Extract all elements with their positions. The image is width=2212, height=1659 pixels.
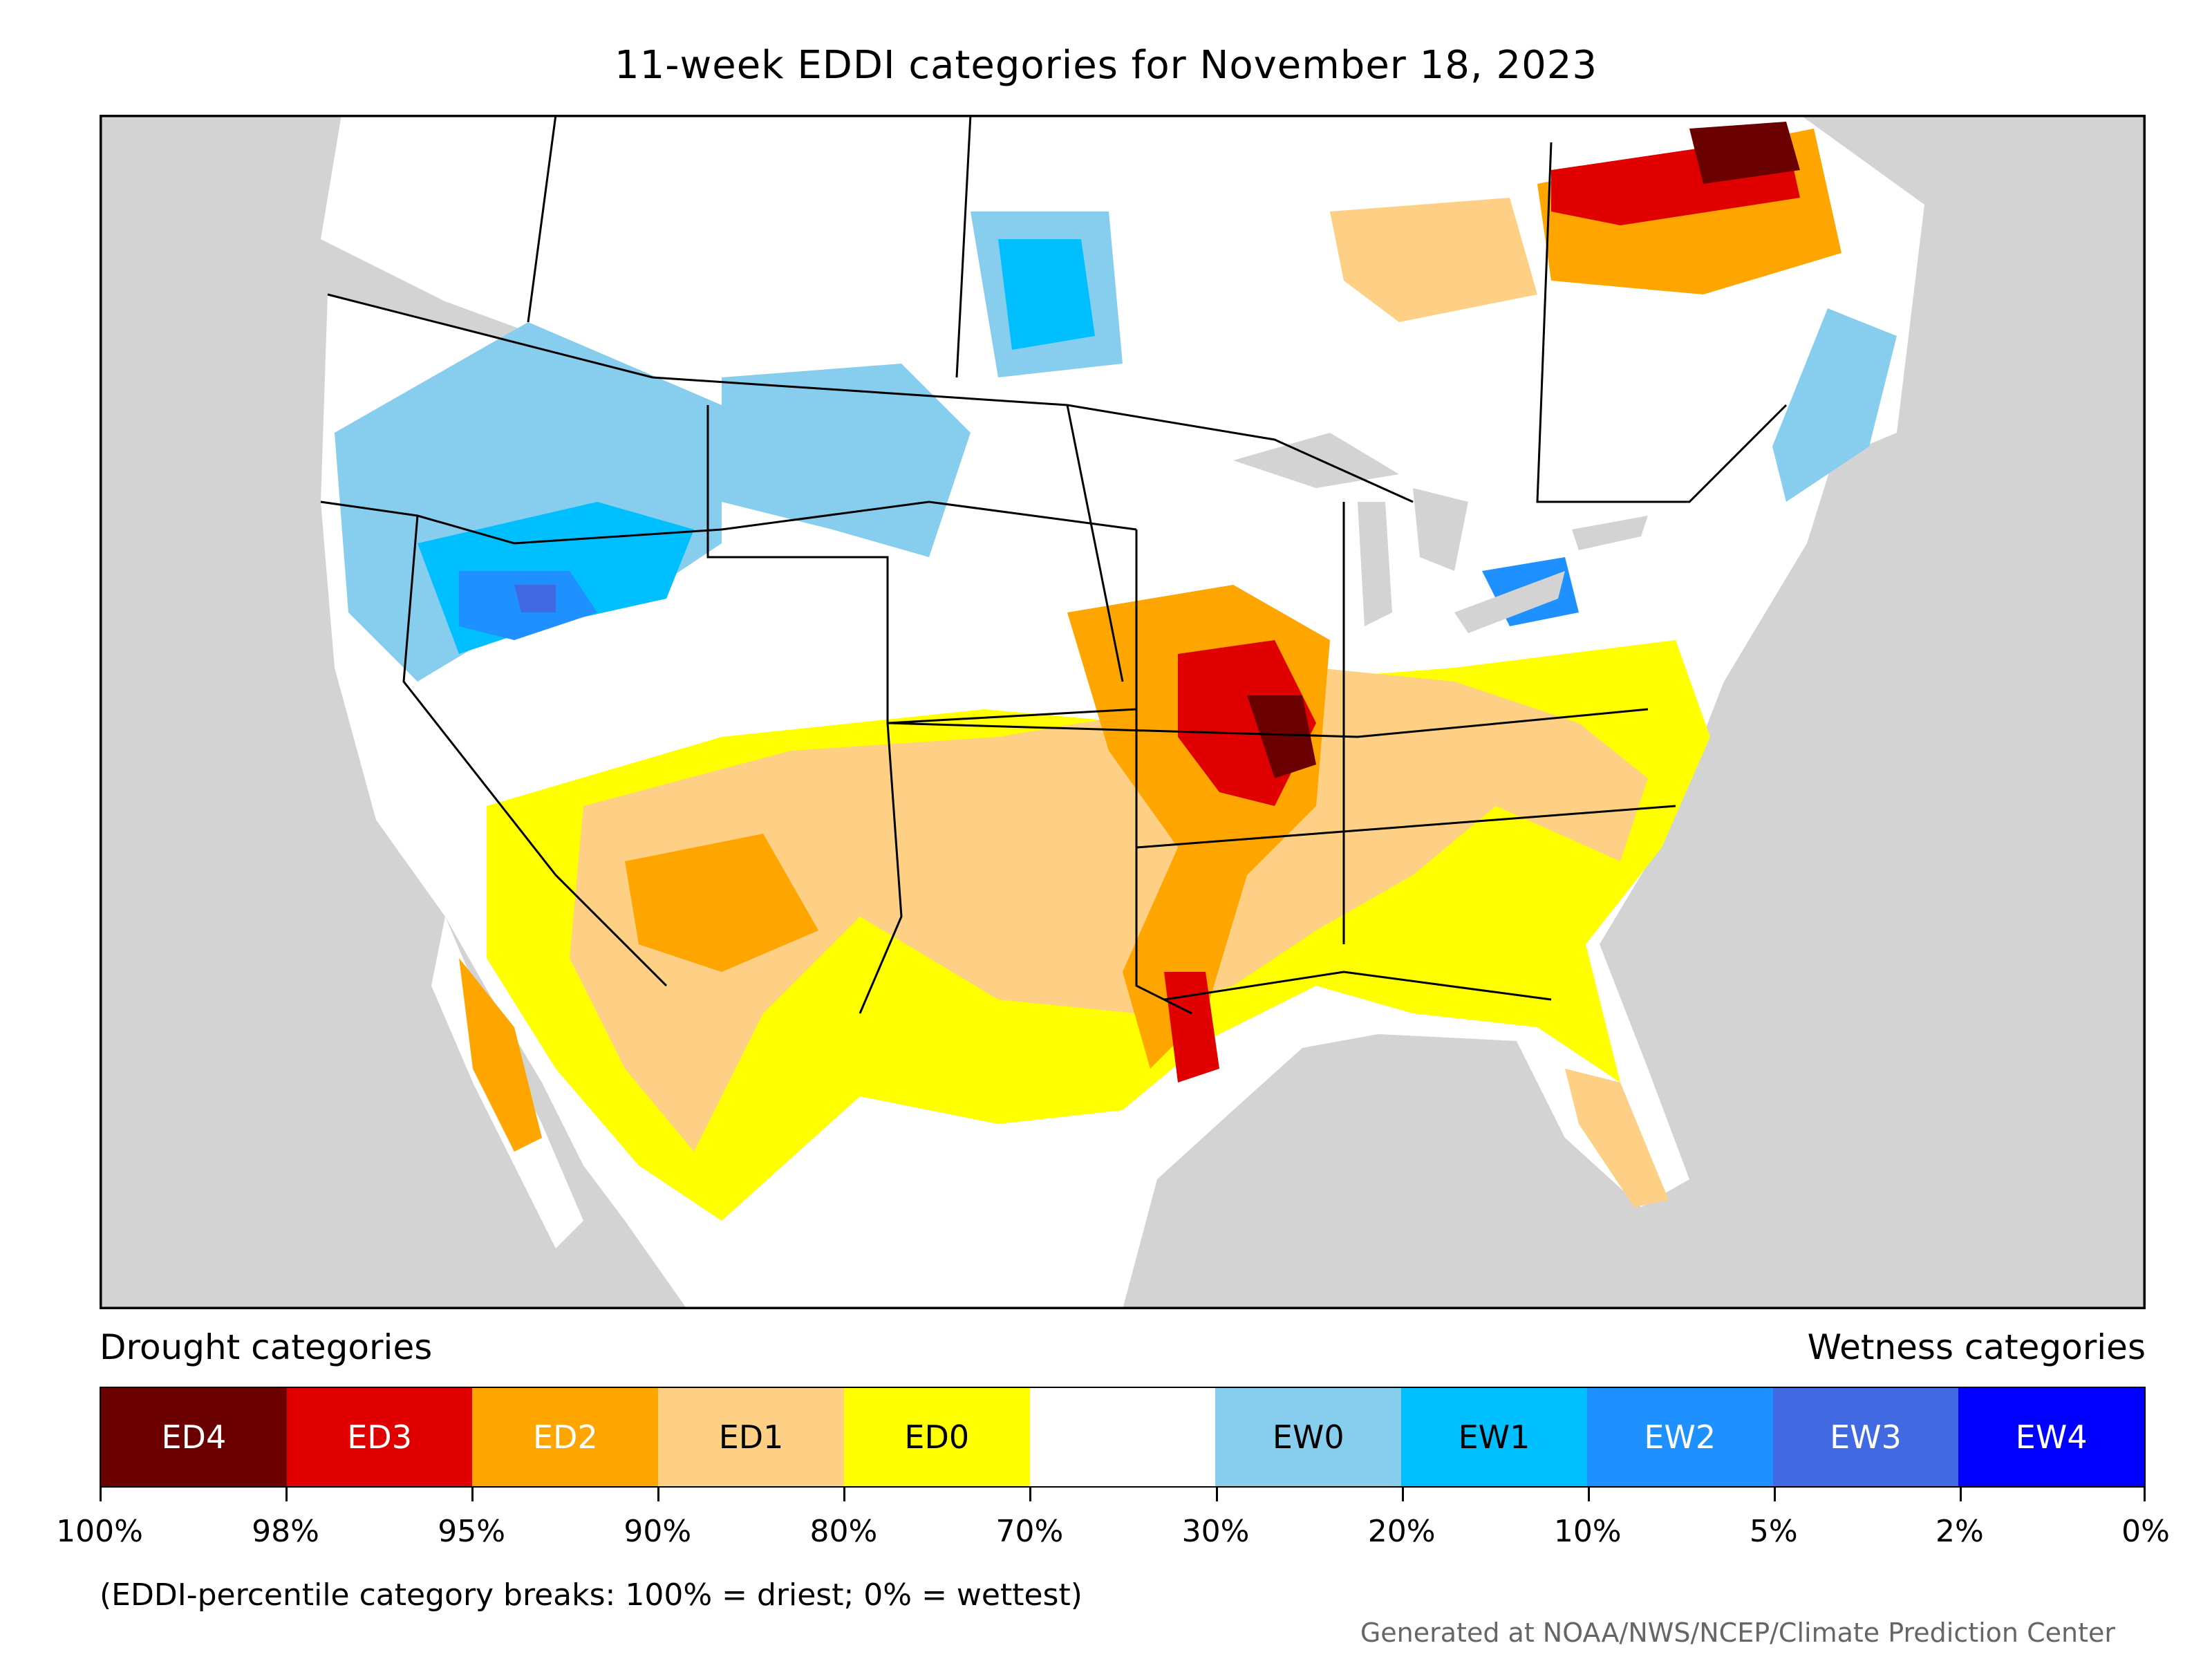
wet-region-manitoba-core [998,239,1095,350]
lake-erie [1454,571,1565,633]
legend-tick [100,1488,102,1501]
legend-tick [1959,1488,1962,1501]
eddi-map [100,115,2146,1309]
drought-heading: Drought categories [100,1327,433,1367]
legend-tick-label: 70% [995,1514,1064,1549]
legend-tick [1401,1488,1404,1501]
legend-tick [471,1488,474,1501]
legend-tick-label: 90% [624,1514,692,1549]
lake-ontario [1572,516,1648,550]
legend-swatch-ed3: ED3 [286,1388,473,1486]
wet-region-core [514,585,556,612]
legend-tick [843,1488,846,1501]
legend-ticks [100,1488,2146,1504]
legend-tick-label: 10% [1553,1514,1622,1549]
legend-swatch-ew1: EW1 [1401,1388,1587,1486]
drought-ed1-ontario [1330,198,1537,322]
drought-ed1-region [570,668,1648,1152]
drought-ed2-southwest [625,834,818,972]
legend-tick-label: 5% [1749,1514,1798,1549]
legend-tick [285,1488,288,1501]
legend-swatch-ed2: ED2 [472,1388,659,1486]
legend-tick [1773,1488,1776,1501]
lake-superior [1233,433,1399,488]
legend-tick-label: 20% [1367,1514,1436,1549]
legend-swatch-ew0: EW0 [1215,1388,1402,1486]
drought-ed2-baja [459,958,542,1152]
legend-tick [1215,1488,1218,1501]
drought-ed4-quebec [1689,122,1800,184]
drought-ed3-mississippi [1164,972,1219,1082]
legend-note: (EDDI-percentile category breaks: 100% =… [100,1577,1082,1613]
legend-tick-label: 80% [809,1514,878,1549]
map-frame [100,115,2146,1309]
legend-tick [657,1488,660,1501]
legend-tick [1029,1488,1032,1501]
legend-tick-label: 98% [252,1514,319,1549]
legend-tick-label: 2% [1936,1514,1984,1549]
legend-tick-label: 100% [56,1514,143,1549]
credit-text: Generated at NOAA/NWS/NCEP/Climate Predi… [1360,1618,2115,1648]
legend-swatch-ew3: EW3 [1772,1388,1959,1486]
legend-swatch-ed1: ED1 [658,1388,844,1486]
legend-swatch-ed4: ED4 [101,1388,287,1486]
legend-tick-label: 0% [2121,1514,2170,1549]
state-borders [320,115,1788,1015]
lake-huron [1413,488,1468,571]
wet-region-montana [722,364,971,557]
drought-ed4-illinois [1247,695,1316,778]
legend-tick [1587,1488,1590,1501]
lake-michigan [1358,502,1392,626]
legend-tick-label: 95% [438,1514,506,1549]
drought-ed1-florida [1565,1069,1669,1207]
legend-tick [2144,1488,2146,1501]
map-title: 11-week EDDI categories for November 18,… [615,43,1597,88]
legend-tick-label: 30% [1181,1514,1250,1549]
wetness-heading: Wetness categories [1807,1327,2146,1367]
category-legend: ED4 ED3 ED2 ED1 ED0 EW0 EW1 EW2 EW3 EW4 [100,1387,2146,1488]
legend-swatch-neutral [1029,1388,1216,1486]
legend-swatch-ew2: EW2 [1586,1388,1773,1486]
canada-land [321,115,1924,543]
wet-region-new-england [1772,308,1897,502]
legend-swatch-ew4: EW4 [1958,1388,2145,1486]
legend-swatch-ed0: ED0 [843,1388,1030,1486]
